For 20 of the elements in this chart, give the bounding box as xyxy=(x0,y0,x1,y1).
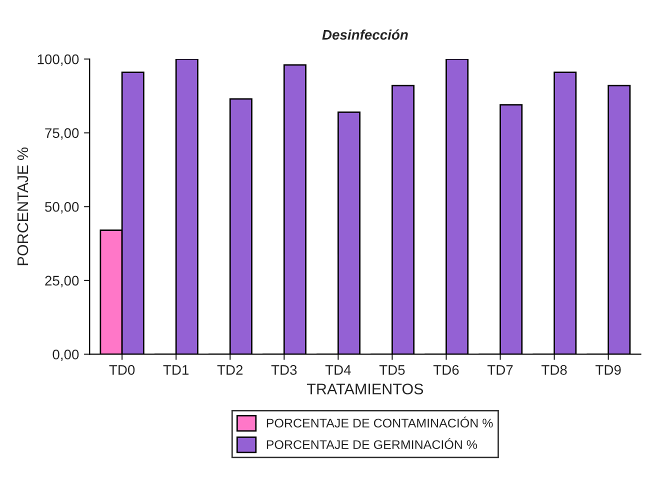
x-tick-label: TD0 xyxy=(109,365,135,375)
x-axis-title: TRATAMIENTOS xyxy=(306,384,424,394)
y-tick-label: 75,00 xyxy=(45,128,79,140)
chart-title: Desinfección xyxy=(322,29,408,40)
x-tick-label: TD9 xyxy=(596,365,621,375)
x-tick-label: TD2 xyxy=(217,365,243,375)
x-tick-label: TD3 xyxy=(271,365,297,375)
x-tick-label: TD6 xyxy=(433,365,459,375)
x-tick-label: TD8 xyxy=(542,365,567,375)
y-tick-label: 25,00 xyxy=(45,276,79,288)
x-tick-label: TD1 xyxy=(163,365,189,375)
y-tick-label: 100,00 xyxy=(38,54,79,66)
x-tick-label: TD4 xyxy=(325,365,351,375)
x-tick-label: TD7 xyxy=(487,365,513,375)
y-tick-label: 50,00 xyxy=(45,202,79,214)
legend-label: PORCENTAJE DE GERMINACIÓN % xyxy=(266,438,478,450)
x-tick-label: TD5 xyxy=(379,365,405,375)
y-tick-label: 0,00 xyxy=(52,350,79,362)
y-axis-title: PORCENTAJE % xyxy=(17,147,28,266)
legend-label: PORCENTAJE DE CONTAMINACIÓN % xyxy=(266,416,493,428)
